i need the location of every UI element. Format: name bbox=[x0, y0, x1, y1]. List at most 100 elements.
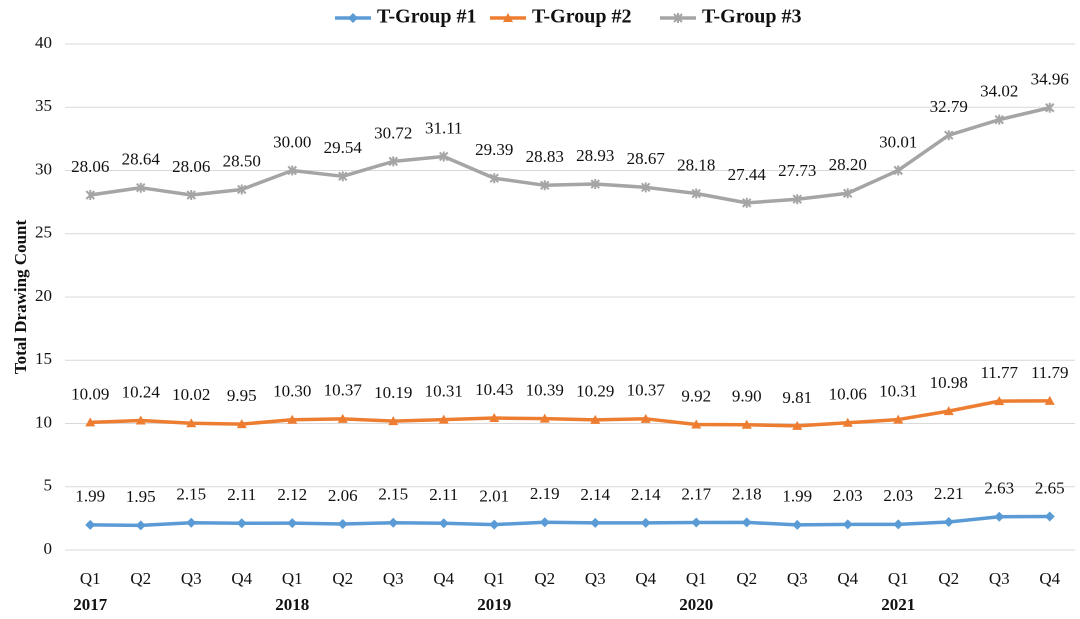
data-label: 2.19 bbox=[530, 484, 560, 503]
x-tick-label: Q1 bbox=[484, 569, 505, 588]
legend-label: T-Group #1 bbox=[377, 6, 476, 28]
marker bbox=[994, 396, 1005, 406]
marker bbox=[640, 517, 651, 528]
marker bbox=[135, 415, 146, 425]
year-label: 2017 bbox=[73, 595, 108, 614]
data-label: 30.00 bbox=[273, 132, 311, 151]
marker bbox=[236, 419, 247, 429]
x-tick-label: Q3 bbox=[585, 569, 606, 588]
marker bbox=[388, 416, 399, 426]
marker bbox=[792, 194, 802, 205]
data-label: 27.73 bbox=[778, 161, 816, 180]
year-label: 2020 bbox=[679, 595, 713, 614]
data-label: 29.54 bbox=[324, 138, 363, 157]
marker bbox=[893, 519, 904, 530]
marker bbox=[186, 418, 197, 428]
marker bbox=[691, 517, 702, 528]
data-label: 30.72 bbox=[374, 123, 412, 142]
data-label: 10.43 bbox=[475, 380, 513, 399]
data-label: 32.79 bbox=[930, 97, 968, 116]
data-label: 28.64 bbox=[122, 150, 161, 169]
marker bbox=[539, 413, 550, 423]
data-label: 10.39 bbox=[526, 380, 564, 399]
data-label: 9.81 bbox=[782, 388, 812, 407]
data-label: 2.06 bbox=[328, 486, 358, 505]
marker bbox=[691, 188, 701, 199]
y-tick-label: 5 bbox=[44, 476, 53, 495]
data-label: 2.03 bbox=[883, 486, 913, 505]
x-tick-label: Q2 bbox=[534, 569, 555, 588]
data-label: 2.11 bbox=[429, 485, 458, 504]
data-label: 28.67 bbox=[627, 149, 666, 168]
marker bbox=[539, 517, 550, 528]
data-label: 2.03 bbox=[833, 486, 863, 505]
marker bbox=[590, 179, 600, 190]
y-tick-label: 40 bbox=[35, 33, 52, 52]
data-label: 9.90 bbox=[732, 387, 762, 406]
x-tick-label: Q3 bbox=[787, 569, 808, 588]
legend-marker bbox=[673, 13, 683, 23]
year-label: 2021 bbox=[881, 595, 915, 614]
data-label: 28.83 bbox=[526, 147, 564, 166]
x-tick-label: Q2 bbox=[130, 569, 151, 588]
y-tick-label: 10 bbox=[35, 412, 52, 431]
data-label: 2.18 bbox=[732, 484, 762, 503]
x-tick-label: Q3 bbox=[181, 569, 202, 588]
data-label: 2.14 bbox=[631, 485, 661, 504]
marker bbox=[893, 165, 903, 176]
data-label: 1.99 bbox=[782, 487, 812, 506]
y-tick-label: 20 bbox=[35, 286, 52, 305]
data-label: 9.92 bbox=[681, 386, 711, 405]
data-label: 10.19 bbox=[374, 383, 412, 402]
marker bbox=[943, 406, 954, 416]
y-axis-title: Total Drawing Count bbox=[11, 220, 30, 375]
marker bbox=[337, 518, 348, 529]
marker bbox=[489, 173, 499, 184]
marker bbox=[186, 517, 197, 528]
marker bbox=[338, 171, 348, 182]
x-tick-label: Q2 bbox=[332, 569, 353, 588]
legend-label: T-Group #3 bbox=[702, 6, 801, 28]
data-label: 30.01 bbox=[879, 132, 917, 151]
series-line bbox=[89, 106, 1051, 205]
marker bbox=[590, 414, 601, 424]
data-label: 10.09 bbox=[71, 384, 109, 403]
marker bbox=[1044, 511, 1055, 522]
x-tick-label: Q4 bbox=[231, 569, 252, 588]
x-tick-label: Q4 bbox=[433, 569, 454, 588]
y-tick-label: 25 bbox=[35, 223, 52, 242]
marker bbox=[640, 413, 651, 423]
data-label: 11.79 bbox=[1031, 363, 1069, 382]
y-tick-label: 30 bbox=[35, 159, 52, 178]
marker bbox=[489, 519, 500, 530]
series-line bbox=[90, 514, 1050, 528]
data-label: 28.50 bbox=[223, 151, 261, 170]
data-label: 2.15 bbox=[378, 485, 408, 504]
marker bbox=[1044, 395, 1055, 405]
data-label: 2.14 bbox=[580, 485, 610, 504]
y-tick-label: 0 bbox=[44, 539, 53, 558]
data-label: 10.37 bbox=[324, 381, 363, 400]
marker bbox=[994, 114, 1004, 125]
marker bbox=[641, 182, 651, 193]
marker bbox=[186, 190, 196, 201]
data-label: 10.06 bbox=[829, 385, 867, 404]
x-tick-label: Q1 bbox=[686, 569, 707, 588]
x-tick-label: Q2 bbox=[938, 569, 959, 588]
marker bbox=[943, 517, 954, 528]
data-label: 9.95 bbox=[227, 386, 257, 405]
marker bbox=[489, 413, 500, 423]
x-tick-label: Q1 bbox=[888, 569, 909, 588]
marker bbox=[741, 517, 752, 528]
data-label: 27.44 bbox=[728, 165, 767, 184]
x-tick-label: Q3 bbox=[989, 569, 1010, 588]
marker bbox=[85, 190, 95, 201]
data-label: 28.06 bbox=[71, 157, 109, 176]
data-label: 34.96 bbox=[1031, 70, 1069, 89]
data-label: 34.02 bbox=[980, 82, 1018, 101]
marker bbox=[842, 519, 853, 530]
legend-marker bbox=[348, 13, 358, 23]
data-label: 10.30 bbox=[273, 382, 311, 401]
marker bbox=[85, 519, 96, 530]
